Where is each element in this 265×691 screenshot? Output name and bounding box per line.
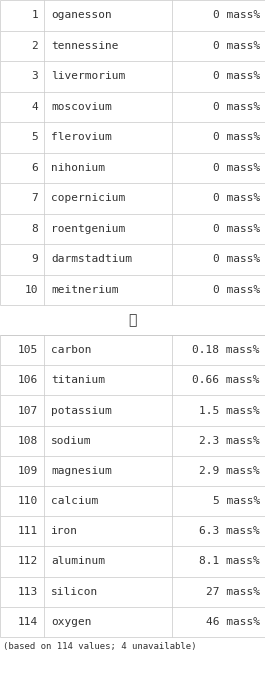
Text: sodium: sodium (51, 436, 91, 446)
Text: 9: 9 (31, 254, 38, 264)
Text: meitnerium: meitnerium (51, 285, 118, 295)
Text: 46 mass%: 46 mass% (206, 617, 260, 627)
Text: 0 mass%: 0 mass% (213, 132, 260, 142)
Text: 0 mass%: 0 mass% (213, 254, 260, 264)
Text: 0.18 mass%: 0.18 mass% (192, 345, 260, 355)
Text: carbon: carbon (51, 345, 91, 355)
Text: 0 mass%: 0 mass% (213, 41, 260, 50)
Text: 0 mass%: 0 mass% (213, 285, 260, 295)
Text: copernicium: copernicium (51, 193, 125, 203)
Text: 5: 5 (31, 132, 38, 142)
Text: aluminum: aluminum (51, 556, 105, 567)
Text: titanium: titanium (51, 375, 105, 386)
Text: 3: 3 (31, 71, 38, 82)
Text: 6.3 mass%: 6.3 mass% (199, 527, 260, 536)
Text: 0 mass%: 0 mass% (213, 224, 260, 234)
Text: potassium: potassium (51, 406, 112, 415)
Text: 0 mass%: 0 mass% (213, 193, 260, 203)
Text: 106: 106 (18, 375, 38, 386)
Text: oxygen: oxygen (51, 617, 91, 627)
Text: 8: 8 (31, 224, 38, 234)
Text: 111: 111 (18, 527, 38, 536)
Text: 0 mass%: 0 mass% (213, 10, 260, 20)
Text: 2.9 mass%: 2.9 mass% (199, 466, 260, 476)
Text: 105: 105 (18, 345, 38, 355)
Text: 10: 10 (24, 285, 38, 295)
Text: silicon: silicon (51, 587, 98, 597)
Text: oganesson: oganesson (51, 10, 112, 20)
Text: 7: 7 (31, 193, 38, 203)
Text: tennessine: tennessine (51, 41, 118, 50)
Text: 27 mass%: 27 mass% (206, 587, 260, 597)
Text: moscovium: moscovium (51, 102, 112, 112)
Text: 2.3 mass%: 2.3 mass% (199, 436, 260, 446)
Text: 8.1 mass%: 8.1 mass% (199, 556, 260, 567)
Text: 114: 114 (18, 617, 38, 627)
Text: 1.5 mass%: 1.5 mass% (199, 406, 260, 415)
Text: livermorium: livermorium (51, 71, 125, 82)
Text: 2: 2 (31, 41, 38, 50)
Text: 1: 1 (31, 10, 38, 20)
Text: darmstadtium: darmstadtium (51, 254, 132, 264)
Text: 107: 107 (18, 406, 38, 415)
Text: flerovium: flerovium (51, 132, 112, 142)
Text: iron: iron (51, 527, 78, 536)
Text: 0 mass%: 0 mass% (213, 71, 260, 82)
Text: 112: 112 (18, 556, 38, 567)
Text: 108: 108 (18, 436, 38, 446)
Text: 6: 6 (31, 163, 38, 173)
Text: nihonium: nihonium (51, 163, 105, 173)
Text: 110: 110 (18, 496, 38, 506)
Text: 0 mass%: 0 mass% (213, 102, 260, 112)
Text: 0.66 mass%: 0.66 mass% (192, 375, 260, 386)
Text: 4: 4 (31, 102, 38, 112)
Text: roentgenium: roentgenium (51, 224, 125, 234)
Text: magnesium: magnesium (51, 466, 112, 476)
Text: (based on 114 values; 4 unavailable): (based on 114 values; 4 unavailable) (3, 641, 197, 650)
Text: 5 mass%: 5 mass% (213, 496, 260, 506)
Text: 0 mass%: 0 mass% (213, 163, 260, 173)
Text: calcium: calcium (51, 496, 98, 506)
Text: 113: 113 (18, 587, 38, 597)
Text: ⋮: ⋮ (128, 313, 137, 327)
Text: 109: 109 (18, 466, 38, 476)
